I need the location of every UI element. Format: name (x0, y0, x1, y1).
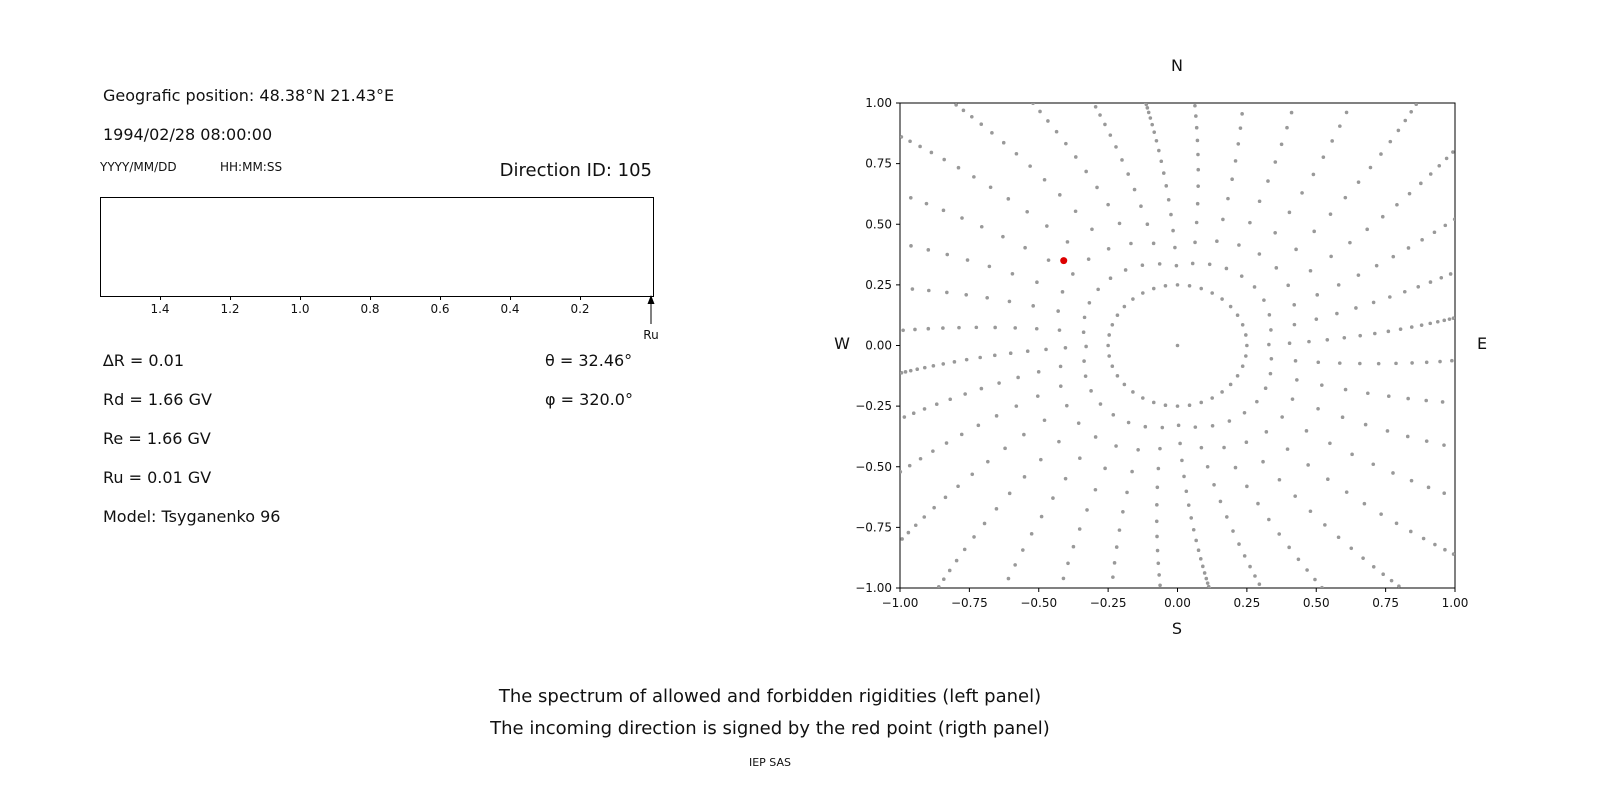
svg-text:0.50: 0.50 (865, 217, 892, 231)
svg-text:−0.25: −0.25 (1090, 596, 1127, 610)
direction-id-label: Direction ID: 105 (499, 160, 652, 181)
x-tick-mark (510, 296, 511, 300)
caption-line-2: The incoming direction is signed by the … (490, 718, 1050, 739)
parameters-right-column: θ = 32.46° φ = 320.0° (545, 351, 633, 429)
date-format-label: YYYY/MM/DD (100, 160, 177, 174)
svg-text:0.25: 0.25 (1234, 596, 1261, 610)
time-format-label: HH:MM:SS (220, 160, 283, 174)
x-tick-label: 1.4 (150, 302, 170, 316)
svg-text:0.50: 0.50 (1303, 596, 1330, 610)
compass-label-east: E (1476, 334, 1488, 353)
caption-line-1: The spectrum of allowed and forbidden ri… (498, 686, 1042, 707)
svg-text:−1.00: −1.00 (882, 596, 919, 610)
x-tick-mark (300, 296, 301, 300)
x-tick-mark (230, 296, 231, 300)
parameter-line: Model: Tsyganenko 96 (103, 507, 281, 526)
x-tick-mark (160, 296, 161, 300)
svg-text:1.00: 1.00 (1442, 596, 1469, 610)
svg-text:0.25: 0.25 (865, 278, 892, 292)
svg-text:−0.75: −0.75 (951, 596, 988, 610)
parameter-line: Ru = 0.01 GV (103, 468, 212, 487)
svg-text:0.75: 0.75 (865, 157, 892, 171)
ru-arrow-icon (647, 295, 655, 324)
svg-text:−0.75: −0.75 (855, 520, 892, 534)
svg-text:−0.25: −0.25 (855, 399, 892, 413)
x-tick-label: 1.0 (290, 302, 310, 316)
x-tick-mark (370, 296, 371, 300)
parameter-line: Re = 1.66 GV (103, 429, 211, 448)
datetime-label: 1994/02/28 08:00:00 (103, 125, 273, 144)
parameter-line: θ = 32.46° (545, 351, 633, 370)
spectrum-plot-area (100, 197, 654, 297)
spectrum-x-axis: 1.4 1.2 1.0 0.8 0.6 0.4 0.2 (100, 296, 652, 330)
x-tick-mark (440, 296, 441, 300)
x-tick-label: 1.2 (220, 302, 240, 316)
x-tick-mark (580, 296, 581, 300)
red-direction-point (1060, 257, 1068, 265)
svg-text:−0.50: −0.50 (1020, 596, 1057, 610)
axis-ticks: −1.00 −0.75 −0.50 −0.25 0.00 0.25 0.50 0.75 1.00… (855, 96, 1468, 610)
asymptotic-direction-plot: −1.00 −0.75 −0.50 −0.25 0.00 0.25 0.50 0.75 1.00… (855, 96, 1468, 610)
credit-label: IEP SAS (748, 756, 792, 769)
parameters-left-column: ∆R = 0.01 Rd = 1.66 GV Re = 1.66 GV Ru = 0.… (103, 351, 280, 546)
compass-label-south: S (1171, 619, 1183, 638)
gray-scatter-points (900, 103, 1455, 588)
svg-text:0.00: 0.00 (1164, 596, 1191, 610)
svg-text:0.00: 0.00 (865, 339, 892, 353)
svg-text:0.75: 0.75 (1372, 596, 1399, 610)
parameter-line: ∆R = 0.01 (103, 351, 185, 370)
parameter-line: φ = 320.0° (545, 390, 633, 409)
x-tick-label: 0.2 (570, 302, 590, 316)
svg-text:1.00: 1.00 (865, 96, 892, 110)
compass-label-west: W (834, 334, 850, 353)
geographic-position-label: Geografic position: 48.38°N 21.43°E (103, 86, 395, 105)
x-tick-label: 0.4 (500, 302, 520, 316)
x-tick-label: 0.6 (430, 302, 450, 316)
svg-text:−1.00: −1.00 (855, 581, 892, 595)
ru-arrow-label: Ru (643, 328, 659, 342)
parameter-line: Rd = 1.66 GV (103, 390, 212, 409)
compass-label-north: N (1171, 56, 1183, 75)
svg-text:−0.50: −0.50 (855, 460, 892, 474)
x-tick-label: 0.8 (360, 302, 380, 316)
